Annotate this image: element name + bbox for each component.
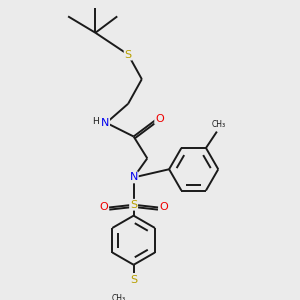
Text: N: N xyxy=(129,172,138,182)
Text: S: S xyxy=(124,50,132,60)
Text: CH₃: CH₃ xyxy=(211,120,225,129)
Text: O: O xyxy=(155,114,164,124)
Text: S: S xyxy=(130,275,137,285)
Text: O: O xyxy=(99,202,108,212)
Text: N: N xyxy=(101,118,109,128)
Text: S: S xyxy=(130,200,137,210)
Text: CH₃: CH₃ xyxy=(112,294,126,300)
Text: O: O xyxy=(159,202,168,212)
Text: H: H xyxy=(92,117,99,126)
